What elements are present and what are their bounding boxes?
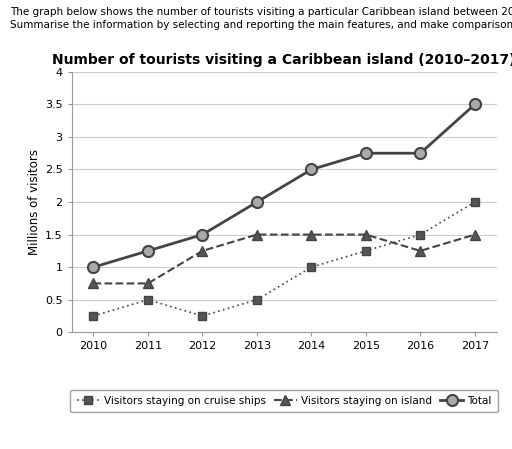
Title: Number of tourists visiting a Caribbean island (2010–2017): Number of tourists visiting a Caribbean … — [52, 53, 512, 66]
Y-axis label: Millions of visitors: Millions of visitors — [28, 149, 41, 255]
Text: The graph below shows the number of tourists visiting a particular Caribbean isl: The graph below shows the number of tour… — [10, 7, 512, 17]
Text: Summarise the information by selecting and reporting the main features, and make: Summarise the information by selecting a… — [10, 20, 512, 30]
Legend: Visitors staying on cruise ships, Visitors staying on island, Total: Visitors staying on cruise ships, Visito… — [70, 390, 498, 412]
